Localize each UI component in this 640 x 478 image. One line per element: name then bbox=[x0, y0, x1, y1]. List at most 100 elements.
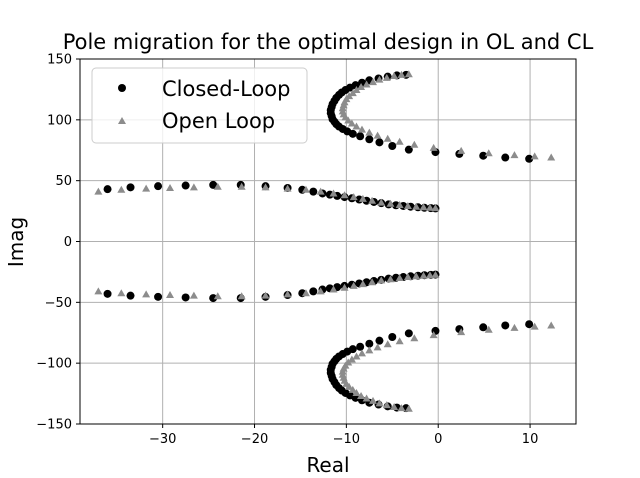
open-loop-point bbox=[404, 70, 413, 78]
open-loop-point bbox=[237, 292, 246, 300]
closed-loop-point bbox=[525, 154, 534, 163]
open-loop-point bbox=[397, 404, 406, 412]
y-tick-label: −50 bbox=[45, 296, 72, 311]
open-loop-point bbox=[373, 131, 382, 139]
open-loop-point bbox=[431, 204, 440, 212]
open-loop-point bbox=[347, 355, 356, 363]
open-loop-point bbox=[283, 184, 292, 192]
open-loop-point bbox=[329, 285, 338, 293]
open-loop-point bbox=[373, 343, 382, 351]
closed-loop-point bbox=[356, 132, 365, 141]
open-loop-point bbox=[352, 352, 361, 360]
open-loop-point bbox=[510, 323, 519, 331]
open-loop-point bbox=[369, 396, 378, 404]
open-loop-point bbox=[301, 185, 310, 193]
open-loop-point bbox=[357, 125, 366, 133]
x-tick-label: −20 bbox=[241, 432, 268, 447]
open-loop-point bbox=[237, 182, 246, 190]
open-loop-point bbox=[386, 199, 395, 207]
closed-loop-point bbox=[348, 129, 357, 138]
open-loop-point bbox=[368, 278, 377, 286]
open-loop-point bbox=[547, 153, 556, 161]
open-loop-point bbox=[301, 289, 310, 297]
open-loop-point bbox=[357, 82, 366, 90]
open-loop-point bbox=[395, 274, 404, 281]
open-loop-point bbox=[425, 203, 434, 211]
open-loop-point bbox=[397, 70, 406, 78]
closed-loop-point bbox=[479, 151, 488, 160]
closed-loop-point bbox=[525, 320, 534, 329]
open-loop-point bbox=[166, 183, 175, 191]
open-loop-point bbox=[142, 184, 151, 192]
closed-loop-point bbox=[501, 321, 510, 330]
open-loop-point bbox=[365, 128, 374, 136]
open-loop-point bbox=[357, 349, 366, 357]
open-loop-point bbox=[329, 189, 338, 197]
closed-loop-point bbox=[154, 292, 163, 301]
open-loop-point bbox=[377, 276, 386, 284]
y-tick-label: 50 bbox=[55, 174, 72, 189]
open-loop-point bbox=[117, 289, 126, 297]
open-loop-point bbox=[365, 346, 374, 354]
closed-loop-point bbox=[309, 287, 318, 296]
closed-loop-point bbox=[404, 329, 413, 338]
y-tick-label: −150 bbox=[36, 418, 72, 433]
open-loop-point bbox=[386, 275, 395, 283]
y-tick-label: 100 bbox=[47, 113, 72, 128]
closed-loop-point bbox=[209, 180, 218, 189]
open-loop-point bbox=[348, 89, 357, 97]
legend-label-closed-loop: Closed-Loop bbox=[162, 77, 290, 101]
open-loop-point bbox=[347, 119, 356, 127]
open-loop-point bbox=[429, 143, 438, 151]
open-loop-point bbox=[419, 271, 428, 279]
y-tick-label: 0 bbox=[64, 235, 72, 250]
open-loop-point bbox=[410, 140, 419, 148]
open-loop-point bbox=[530, 322, 539, 330]
open-loop-point bbox=[283, 290, 292, 298]
open-loop-point bbox=[457, 146, 466, 154]
open-loop-point bbox=[261, 291, 270, 299]
closed-loop-point bbox=[348, 345, 357, 354]
open-loop-point bbox=[404, 404, 413, 412]
closed-loop-point bbox=[209, 294, 218, 303]
open-loop-point bbox=[510, 151, 519, 159]
legend-box bbox=[91, 67, 308, 144]
open-loop-point bbox=[213, 182, 222, 190]
open-loop-point bbox=[166, 291, 175, 299]
plot-frame bbox=[79, 58, 577, 425]
legend-marker-open-loop bbox=[118, 117, 126, 124]
legend: Closed-Loop Open Loop bbox=[91, 67, 308, 144]
closed-loop-point bbox=[181, 293, 190, 302]
open-loop-point bbox=[412, 202, 421, 210]
open-loop-point bbox=[395, 201, 404, 208]
closed-loop-point bbox=[103, 185, 112, 194]
open-loop-point bbox=[117, 185, 126, 193]
closed-loop-point bbox=[375, 336, 384, 345]
open-loop-point bbox=[362, 394, 371, 402]
open-loop-point bbox=[369, 78, 378, 86]
open-loop-point bbox=[340, 283, 349, 291]
y-axis-title: Imag bbox=[4, 217, 28, 267]
closed-loop-point bbox=[479, 323, 488, 332]
open-loop-point bbox=[213, 292, 222, 300]
open-loop-point bbox=[349, 193, 358, 201]
open-loop-point bbox=[390, 402, 399, 410]
closed-loop-point bbox=[365, 135, 374, 144]
open-loop-point bbox=[383, 134, 392, 142]
open-loop-point bbox=[530, 152, 539, 160]
open-loop-point bbox=[547, 321, 556, 329]
open-loop-point bbox=[94, 187, 103, 195]
open-loop-point bbox=[352, 122, 361, 130]
open-loop-point bbox=[189, 291, 198, 299]
x-tick-label: −30 bbox=[149, 432, 176, 447]
closed-loop-point bbox=[365, 339, 374, 348]
open-loop-point bbox=[484, 325, 493, 333]
open-loop-point bbox=[403, 201, 412, 209]
open-loop-point bbox=[94, 287, 103, 295]
open-loop-point bbox=[344, 116, 353, 124]
open-loop-point bbox=[352, 86, 361, 94]
closed-loop-point bbox=[501, 153, 510, 162]
open-loop-point bbox=[316, 287, 325, 295]
open-loop-point bbox=[142, 290, 151, 298]
